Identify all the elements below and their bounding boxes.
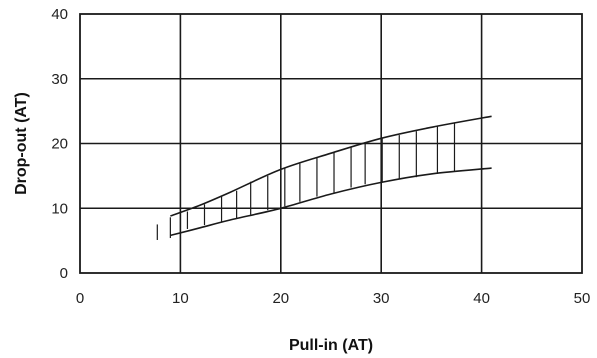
y-tick-label: 20 — [51, 136, 68, 153]
x-tick-label: 40 — [473, 290, 490, 307]
x-tick-label: 0 — [76, 290, 84, 307]
grid — [80, 14, 582, 273]
tick-labels: 0 10 20 30 40 50 0 10 20 30 40 — [51, 6, 590, 307]
x-tick-label: 20 — [272, 290, 289, 307]
y-tick-label: 0 — [60, 265, 68, 282]
lower-boundary-curve — [170, 167, 492, 237]
x-tick-label: 50 — [574, 290, 591, 307]
y-tick-label: 10 — [51, 200, 68, 217]
plot-frame — [79, 13, 583, 274]
x-axis-title: Pull-in (AT) — [289, 337, 373, 354]
x-tick-label: 10 — [172, 290, 189, 307]
boundary-curves — [170, 115, 492, 237]
hatch-region — [156, 123, 456, 240]
y-axis-title: Drop-out (AT) — [13, 92, 30, 195]
upper-boundary-curve — [170, 115, 492, 217]
y-tick-label: 40 — [51, 6, 68, 23]
x-tick-label: 30 — [373, 290, 390, 307]
y-tick-label: 30 — [51, 71, 68, 88]
